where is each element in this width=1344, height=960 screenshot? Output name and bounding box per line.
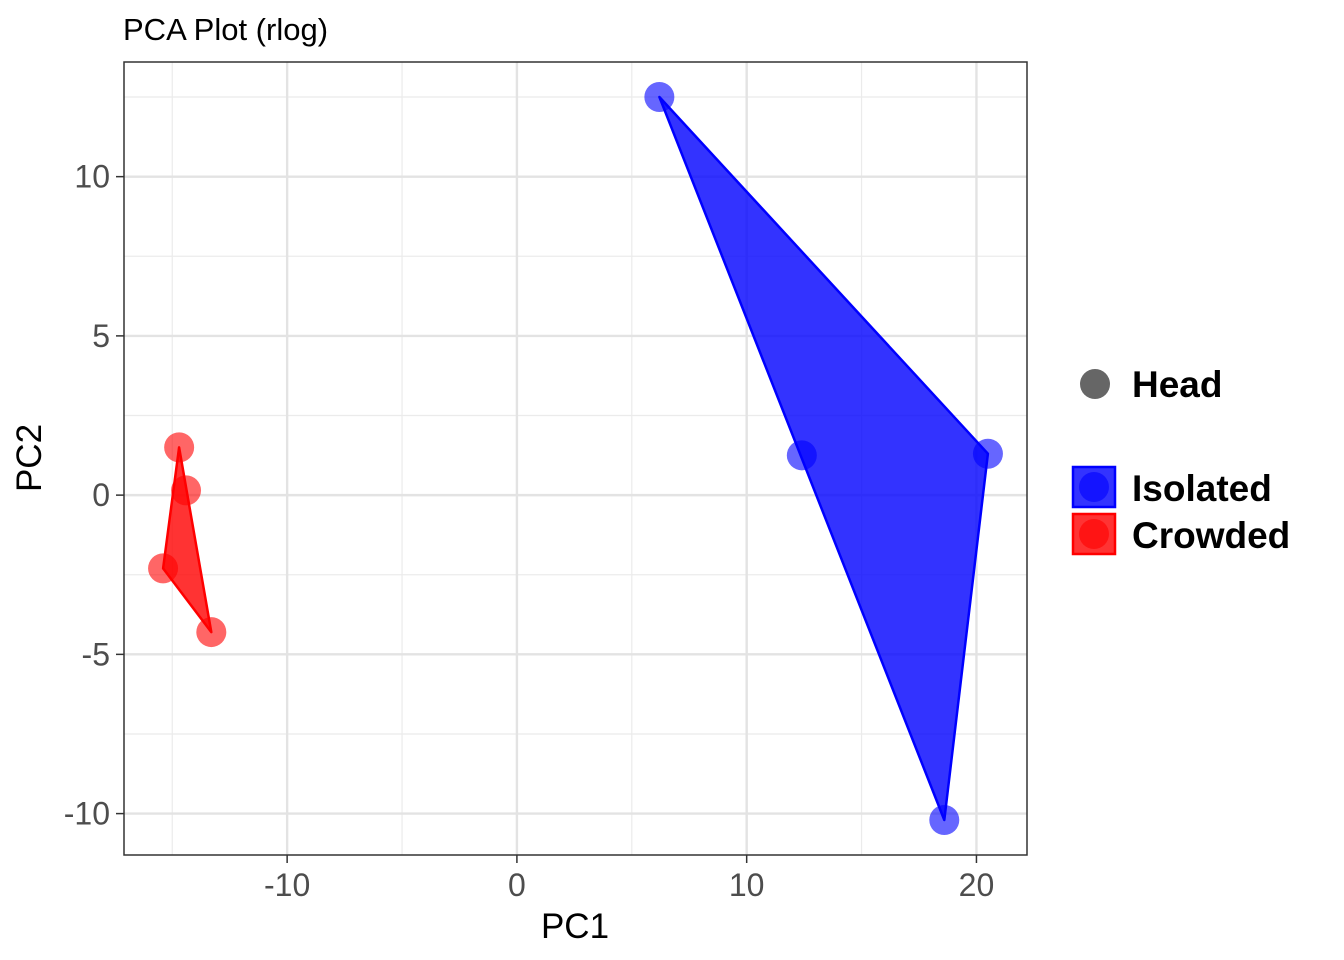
data-point-crowded [148,553,179,584]
legend-label-head: Head [1132,364,1222,405]
x-tick-label: 0 [508,867,526,903]
legend-key-point-isolated [1079,472,1109,502]
legend: Head Isolated Crowded [1071,364,1290,556]
chart-title: PCA Plot (rlog) [123,12,328,47]
x-axis-title: PC1 [541,907,609,946]
y-tick-label: 5 [92,318,110,354]
legend-label-isolated: Isolated [1132,468,1272,509]
data-point-isolated [929,804,960,835]
data-point-isolated [644,82,675,113]
data-point-isolated [786,440,817,471]
legend-key-point-crowded [1079,519,1109,549]
y-tick-label: -5 [82,636,110,672]
data-point-isolated [972,438,1003,469]
legend-shape-key [1080,369,1110,399]
y-tick-label: 0 [92,477,110,513]
data-point-crowded [164,432,195,463]
x-tick-label: 20 [959,867,995,903]
plot-border [123,61,1028,856]
legend-label-crowded: Crowded [1132,515,1290,556]
x-tick-label: -10 [264,867,310,903]
y-tick-label: -10 [64,796,110,832]
x-tick-label: 10 [729,867,765,903]
y-tick-label: 10 [74,159,110,195]
plot-area: -10 0 10 20 -10 -5 0 5 10 [64,61,1028,903]
y-axis-title: PC2 [10,424,49,492]
data-point-crowded [171,475,202,506]
data-point-crowded [196,617,227,648]
